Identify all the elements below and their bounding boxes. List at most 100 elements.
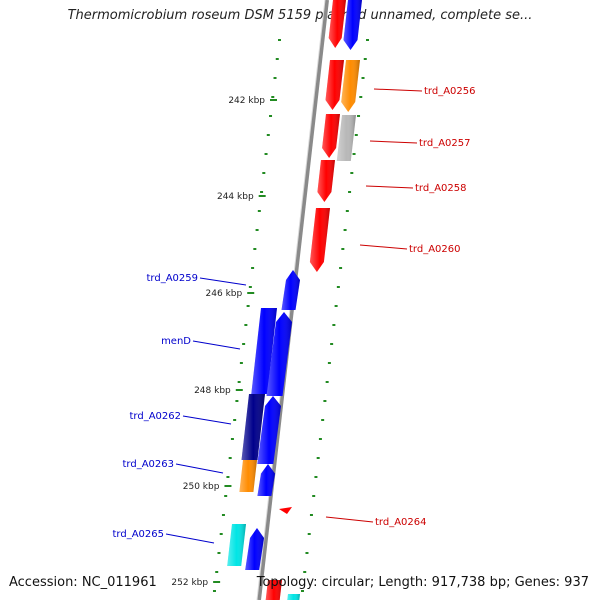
scale-label: 242 kbp xyxy=(228,96,265,106)
inner-tick xyxy=(228,457,232,459)
gene-arrow-shading xyxy=(317,160,335,202)
gene-label[interactable]: trd_A0256 xyxy=(424,86,476,97)
label-leader xyxy=(373,88,423,92)
scale-label: 250 kbp xyxy=(183,482,220,492)
gene-label[interactable]: trd_A0258 xyxy=(415,183,467,194)
scale-label: 248 kbp xyxy=(194,386,231,396)
label-leader xyxy=(365,185,414,189)
outer-tick xyxy=(303,571,307,573)
inner-tick xyxy=(239,362,243,364)
outer-tick xyxy=(325,381,329,383)
scale-label: 246 kbp xyxy=(206,289,243,299)
gene-arrow-shading xyxy=(257,464,275,496)
outer-tick xyxy=(366,39,369,41)
gene-arrow-shading xyxy=(227,524,246,566)
outer-tick xyxy=(323,400,327,402)
gene-labels[interactable]: trd_A0256 trd_A0257 trd_A0258 trd_A0260 trd_… xyxy=(113,86,476,540)
outer-tick xyxy=(352,153,356,155)
gene-label[interactable]: trd_A0260 xyxy=(409,244,461,255)
gene-arrow-shading xyxy=(257,396,281,464)
inner-tick xyxy=(275,58,279,60)
scale-labels: 242 kbp 244 kbp 246 kbp 248 kbp 250 kbp 252 k… xyxy=(171,96,277,588)
scale-tick xyxy=(270,99,277,101)
inner-tick xyxy=(260,191,264,193)
gene-label[interactable]: trd_A0265 xyxy=(113,529,165,540)
inner-tick xyxy=(224,495,228,497)
label-leader xyxy=(192,340,241,350)
outer-tick xyxy=(336,286,340,288)
gene-arrow-shading xyxy=(325,60,344,110)
gene-features[interactable] xyxy=(227,0,362,600)
gene-arrow-shading xyxy=(336,115,356,161)
outer-tick xyxy=(343,229,347,231)
gene-label[interactable]: trd_A0262 xyxy=(130,411,182,422)
outer-tick xyxy=(354,134,358,136)
inner-tick xyxy=(278,39,281,41)
scale-tick xyxy=(235,389,243,391)
scale-label: 252 kbp xyxy=(171,578,208,588)
gene-label[interactable]: trd_A0259 xyxy=(147,273,199,284)
inner-tick xyxy=(242,343,246,345)
inner-tick xyxy=(221,514,225,516)
outer-tick xyxy=(334,305,338,307)
outer-tick xyxy=(332,324,336,326)
inner-tick xyxy=(269,115,273,117)
outer-tick xyxy=(363,58,367,60)
outer-tick xyxy=(341,248,345,250)
label-leader xyxy=(165,533,215,544)
gene-label[interactable]: trd_A0263 xyxy=(123,459,175,470)
scale-tick xyxy=(224,485,232,487)
inner-tick xyxy=(255,229,259,231)
inner-tick xyxy=(212,590,216,592)
inner-tick xyxy=(266,134,270,136)
outer-tick xyxy=(321,419,325,421)
outer-tick xyxy=(309,514,313,516)
scale-tick xyxy=(213,581,221,583)
marker-arrow xyxy=(279,507,292,514)
inner-tick xyxy=(237,381,241,383)
outer-tick xyxy=(327,362,331,364)
inner-tick xyxy=(246,305,250,307)
gene-arrow-shading xyxy=(265,580,282,600)
label-leader xyxy=(182,415,232,425)
gene-arrow-shading xyxy=(328,0,346,48)
outer-tick xyxy=(314,476,318,478)
outer-tick xyxy=(318,438,322,440)
gene-label[interactable]: trd_A0264 xyxy=(375,517,427,528)
gene-label[interactable]: menD xyxy=(161,336,191,347)
gene-arrow-shading xyxy=(245,528,264,570)
outer-tick xyxy=(357,115,361,117)
inner-tick xyxy=(235,400,239,402)
inner-tick xyxy=(233,419,237,421)
label-leader xyxy=(175,463,224,474)
genome-summary: Topology: circular; Length: 917,738 bp; … xyxy=(256,575,589,590)
inner-tick xyxy=(262,172,266,174)
gene-label[interactable]: trd_A0257 xyxy=(419,138,471,149)
outer-tick xyxy=(345,210,349,212)
gene-arrow-shading xyxy=(251,308,277,394)
label-leaders xyxy=(165,88,423,544)
outer-tick xyxy=(300,590,304,592)
label-leader xyxy=(325,516,374,523)
outer-tick xyxy=(330,343,334,345)
gene-arrow-shading xyxy=(343,0,362,50)
inner-tick xyxy=(264,153,268,155)
outer-tick xyxy=(361,77,365,79)
inner-tick xyxy=(226,476,230,478)
inner-tick xyxy=(271,96,275,98)
inner-tick xyxy=(230,438,234,440)
accession-label: Accession: NC_011961 xyxy=(9,575,157,590)
scale-tick xyxy=(247,292,255,294)
outer-tick xyxy=(307,533,311,535)
gene-arrow-shading xyxy=(266,312,292,396)
map-title: Thermomicrobium roseum DSM 5159 plasmid … xyxy=(67,8,533,23)
inner-tick xyxy=(248,286,252,288)
outer-tick xyxy=(316,457,320,459)
inner-tick xyxy=(251,267,255,269)
outer-tick xyxy=(312,495,316,497)
tick-dots xyxy=(212,39,369,592)
label-leader xyxy=(359,244,408,250)
gene-arrow-shading xyxy=(341,60,360,112)
inner-tick xyxy=(253,248,257,250)
